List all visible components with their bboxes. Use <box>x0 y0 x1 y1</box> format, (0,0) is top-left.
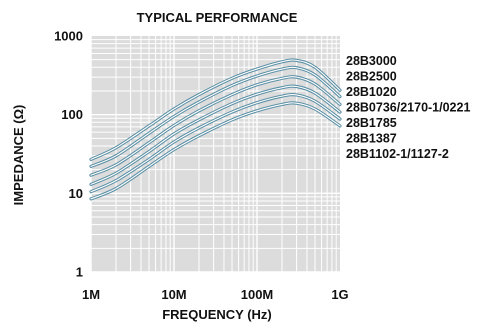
series-line-5 <box>89 93 342 194</box>
legend-label: 28B1785 <box>346 116 397 130</box>
y-tick-label: 1 <box>76 265 83 280</box>
plot-area <box>91 36 340 272</box>
series-line-core <box>90 76 341 176</box>
series-line-3 <box>89 75 342 177</box>
legend-label: 28B1020 <box>346 85 397 99</box>
series-line-core <box>90 59 341 160</box>
y-axis-label: IMPEDANCE (Ω) <box>11 105 26 206</box>
series-line-core <box>90 85 341 185</box>
y-tick-label: 10 <box>69 186 83 201</box>
chart-title: TYPICAL PERFORMANCE <box>137 10 298 25</box>
series-line-core <box>90 66 341 167</box>
legend-label: 28B3000 <box>346 54 397 68</box>
y-axis-ticks: 1 10 100 1000 <box>54 29 83 280</box>
legend-label: 28B1102-1/1127-2 <box>346 147 449 161</box>
x-tick-label: 1G <box>331 287 348 302</box>
x-tick-label: 1M <box>82 287 100 302</box>
series-line-core <box>90 102 341 200</box>
y-tick-label: 1000 <box>54 29 83 44</box>
series-line-4 <box>89 84 342 186</box>
series-line-1 <box>89 58 342 161</box>
x-tick-label: 10M <box>161 287 186 302</box>
series-line-2 <box>89 65 342 168</box>
legend-label: 28B0736/2170-1/0221 <box>346 101 470 115</box>
series-group <box>89 58 342 201</box>
y-tick-label: 100 <box>61 107 83 122</box>
x-axis-ticks: 1M 10M 100M 1G <box>82 287 349 302</box>
grid <box>90 36 340 273</box>
legend-label: 28B2500 <box>346 70 397 84</box>
series-line-6 <box>89 101 342 201</box>
series-line-core <box>90 94 341 193</box>
x-tick-label: 100M <box>241 287 274 302</box>
legend-label: 28B1387 <box>346 132 397 146</box>
x-axis-label: FREQUENCY (Hz) <box>162 307 272 322</box>
